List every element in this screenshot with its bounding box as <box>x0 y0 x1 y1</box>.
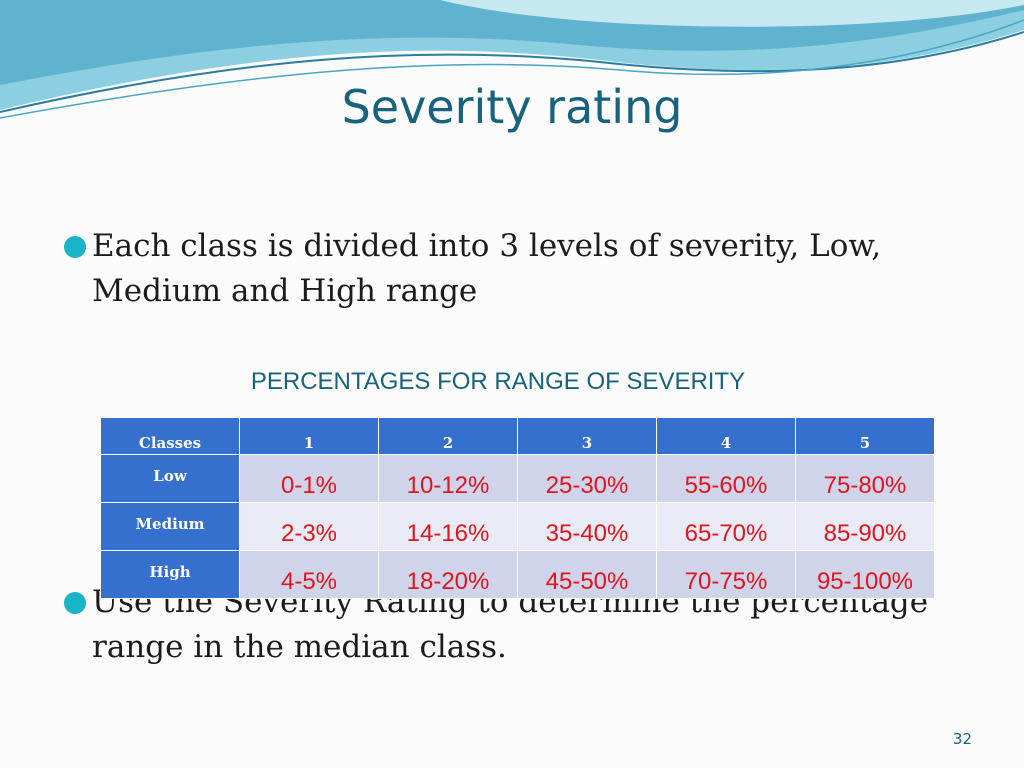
wave-decoration <box>0 0 1024 119</box>
value-cell: 35-40% <box>517 502 657 551</box>
value-cell: 14-16% <box>378 502 518 551</box>
table-row: Low 0-1% 10-12% 25-30% 55-60% 75-80% <box>100 454 935 503</box>
bullet-text: Each class is divided into 3 levels of s… <box>62 224 952 314</box>
header-cell: Classes <box>100 417 240 455</box>
table-row: High 4-5% 18-20% 45-50% 70-75% 95-100% <box>100 550 935 599</box>
table-caption: PERCENTAGES FOR RANGE OF SEVERITY <box>250 368 746 395</box>
value-cell: 70-75% <box>656 550 796 599</box>
table-row: Medium 2-3% 14-16% 35-40% 65-70% 85-90% <box>100 502 935 551</box>
header-cell: 4 <box>656 417 796 455</box>
value-cell: 10-12% <box>378 454 518 503</box>
row-label: High <box>100 550 240 599</box>
severity-table: Classes 1 2 3 4 5 Low 0-1% 10-12% 25-30% 55-60% 75-… <box>100 417 935 599</box>
value-cell: 65-70% <box>656 502 796 551</box>
slide-title: Severity rating <box>341 80 683 134</box>
value-cell: 75-80% <box>795 454 935 503</box>
value-cell: 2-3% <box>239 502 379 551</box>
header-cell: 1 <box>239 417 379 455</box>
value-cell: 25-30% <box>517 454 657 503</box>
header-cell: 3 <box>517 417 657 455</box>
value-cell: 55-60% <box>656 454 796 503</box>
value-cell: 95-100% <box>795 550 935 599</box>
row-label: Low <box>100 454 240 503</box>
value-cell: 4-5% <box>239 550 379 599</box>
header-cell: 2 <box>378 417 518 455</box>
page-number: 32 <box>952 730 972 748</box>
value-cell: 85-90% <box>795 502 935 551</box>
header-cell: 5 <box>795 417 935 455</box>
value-cell: 0-1% <box>239 454 379 503</box>
row-label: Medium <box>100 502 240 551</box>
header-row: Classes 1 2 3 4 5 <box>100 417 935 455</box>
value-cell: 18-20% <box>378 550 518 599</box>
value-cell: 45-50% <box>517 550 657 599</box>
